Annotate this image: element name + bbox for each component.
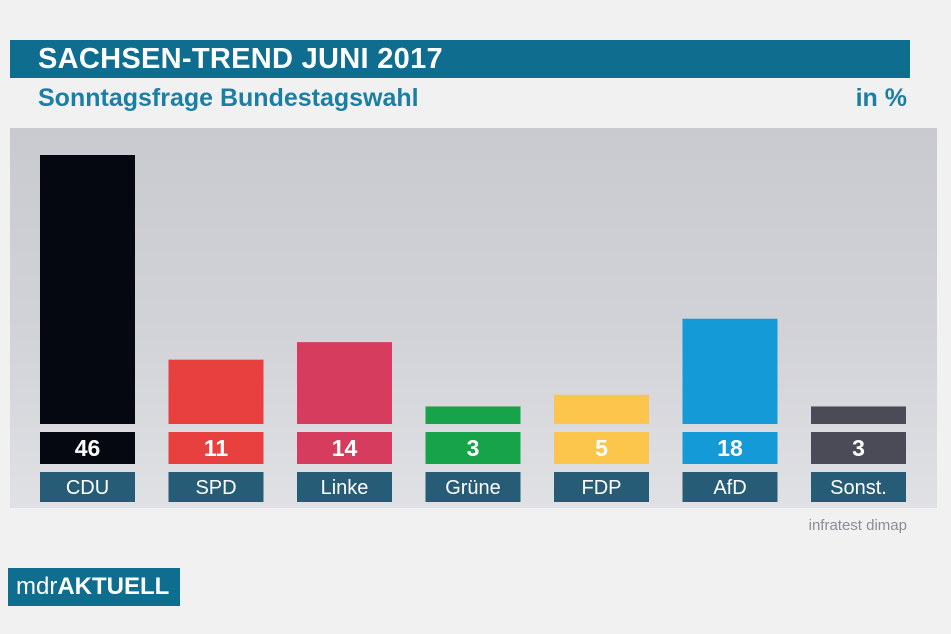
bar-grne <box>425 406 521 424</box>
bar-afd <box>682 318 778 424</box>
unit-label: in % <box>855 84 907 112</box>
bar-linke <box>297 342 392 424</box>
chart-subtitle: Sonntagsfrage Bundestagswahl <box>38 84 419 112</box>
category-label-sonst: Sonst. <box>830 477 887 499</box>
value-box-cdu <box>40 432 135 464</box>
data-label-grne: 3 <box>467 435 480 461</box>
bar-sonst <box>811 406 906 424</box>
category-label-cdu: CDU <box>66 477 109 499</box>
category-box-afd <box>682 472 778 502</box>
chart-title: SACHSEN-TREND JUNI 2017 <box>10 40 910 78</box>
value-box-afd <box>682 432 778 464</box>
data-label-fdp: 5 <box>595 435 608 461</box>
data-label-cdu: 46 <box>75 435 101 461</box>
value-box-linke <box>297 432 392 464</box>
category-box-fdp <box>554 472 649 502</box>
source-label: infratest dimap <box>808 517 907 534</box>
bar-fdp <box>554 394 649 424</box>
category-box-grne <box>425 472 521 502</box>
plot-area: 46 CDU 11 SPD 14 Linke 3 Grüne 5 FDP 18 AfD 3 Sonst. <box>10 128 937 508</box>
category-label-grne: Grüne <box>445 477 501 499</box>
mdr-aktuell-logo: mdrAKTUELL <box>8 568 180 606</box>
category-label-linke: Linke <box>321 477 369 499</box>
data-label-spd: 11 <box>204 435 229 461</box>
category-label-fdp: FDP <box>582 477 622 499</box>
logo-text-mdr: mdr <box>16 573 58 600</box>
logo-text-aktuell: AKTUELL <box>57 573 170 600</box>
value-box-grne <box>425 432 521 464</box>
category-box-spd <box>168 472 264 502</box>
category-label-afd: AfD <box>713 477 746 499</box>
category-label-spd: SPD <box>195 477 236 499</box>
bar-chart: 46 CDU 11 SPD 14 Linke 3 Grüne 5 FDP 18 AfD 3 Sonst. <box>40 155 906 502</box>
bar-spd <box>168 359 264 424</box>
value-box-sonst <box>811 432 906 464</box>
category-box-sonst <box>811 472 906 502</box>
category-box-cdu <box>40 472 135 502</box>
data-label-linke: 14 <box>332 435 358 461</box>
bar-cdu <box>40 155 135 424</box>
data-label-afd: 18 <box>717 435 743 461</box>
category-box-linke <box>297 472 392 502</box>
data-label-sonst: 3 <box>852 435 865 461</box>
value-box-fdp <box>554 432 649 464</box>
value-box-spd <box>168 432 264 464</box>
